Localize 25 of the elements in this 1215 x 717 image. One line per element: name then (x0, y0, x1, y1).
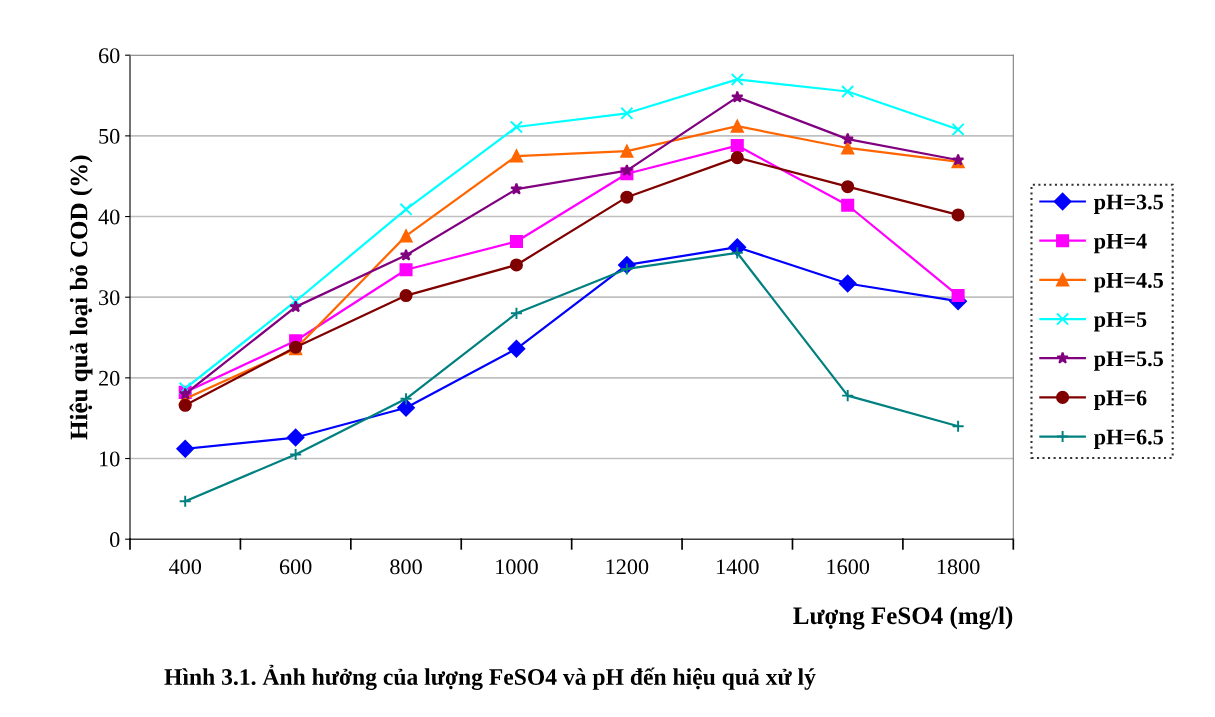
x-tick-label: 1400 (717, 559, 759, 575)
y-tick-label: 50 (99, 128, 120, 144)
x-axis-title: Lượng FeSO4 (mg/l) (793, 606, 1013, 630)
text: Hình 3.1. Ảnh hưởng của lượng FeSO4 và pH đến hiệu quả xử lý (164, 664, 816, 690)
x-tick-label: 600 (279, 559, 312, 575)
x-tick-label: 400 (168, 559, 202, 575)
legend-label: pH=5 (1093, 312, 1147, 332)
legend-label: pH=6 (1093, 390, 1147, 410)
legend-label: pH=5.5 (1093, 351, 1163, 371)
legend-label: pH=4.5 (1093, 273, 1163, 293)
x-tick-label: 1000 (496, 559, 538, 575)
legend-label: pH=4 (1093, 233, 1147, 254)
y-tick-label: 20 (99, 370, 120, 386)
y-tick-label: 60 (99, 48, 120, 64)
x-tick-label: 1200 (606, 559, 649, 575)
y-tick-label: 40 (98, 209, 120, 225)
y-tick-label: 0 (110, 532, 120, 548)
x-tick-label: 1600 (827, 559, 870, 575)
legend-label: pH=6.5 (1093, 429, 1163, 450)
x-tick-label: 800 (390, 559, 422, 575)
legend-label: pH=3.5 (1093, 194, 1163, 215)
y-tick-label: 30 (99, 290, 120, 306)
y-tick-label: 10 (100, 451, 120, 467)
x-tick-label: 1800 (937, 559, 980, 575)
y-axis-title: Hiệu quả loại bỏ COD (%) (69, 155, 93, 440)
